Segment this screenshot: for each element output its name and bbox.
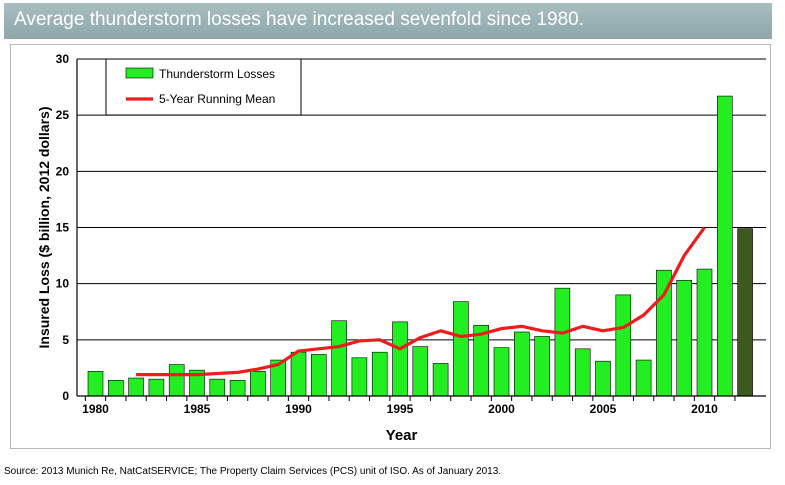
y-axis-title: Insured Loss ($ billion, 2012 dollars) bbox=[36, 107, 52, 349]
bar-1983 bbox=[148, 378, 165, 397]
bar-1991 bbox=[310, 354, 327, 397]
bar-1995 bbox=[392, 321, 408, 397]
running-mean-line bbox=[136, 226, 706, 377]
bar-2009 bbox=[676, 279, 693, 397]
bar-1988 bbox=[250, 370, 266, 397]
y-tick-label: 15 bbox=[56, 221, 70, 235]
banner-title: Average thunderstorm losses have increas… bbox=[14, 9, 584, 30]
y-tick-label: 10 bbox=[56, 277, 70, 291]
bar-2007 bbox=[635, 359, 652, 397]
legend-swatch-bars bbox=[125, 67, 154, 79]
bar-2005 bbox=[595, 360, 611, 397]
bar-2006 bbox=[615, 294, 632, 397]
x-tick-label: 1995 bbox=[387, 402, 414, 416]
bar-2011 bbox=[716, 95, 733, 397]
bar-2004 bbox=[574, 348, 591, 397]
bar-2010 bbox=[696, 268, 713, 397]
bar-1994 bbox=[371, 351, 388, 397]
title-banner: Average thunderstorm losses have increas… bbox=[4, 3, 772, 39]
bar-1984 bbox=[168, 364, 185, 397]
bar-1992 bbox=[331, 320, 347, 397]
bar-1993 bbox=[351, 357, 368, 397]
bar-1980 bbox=[87, 370, 104, 397]
y-tick-label: 25 bbox=[56, 108, 70, 122]
bar-1996 bbox=[412, 346, 429, 397]
x-tick-label: 2000 bbox=[488, 402, 515, 416]
y-tick-label: 20 bbox=[56, 164, 70, 178]
legend-label-bars: Thunderstorm Losses bbox=[159, 67, 275, 81]
source-note: Source: 2013 Munich Re, NatCatSERVICE; T… bbox=[4, 466, 502, 477]
y-tick-label: 30 bbox=[56, 52, 70, 66]
bar-1997 bbox=[432, 363, 449, 397]
bar-1982 bbox=[128, 377, 144, 397]
x-tick-label: 2005 bbox=[590, 402, 617, 416]
x-tick-label: 1990 bbox=[285, 402, 312, 416]
thunderstorm-loss-chart: 0 5 10 15 20 25 30 1980 1985 1990 1995 2000 2005 2010… bbox=[36, 52, 766, 444]
x-tick-label: 1980 bbox=[82, 402, 109, 416]
chart-frame: 0 5 10 15 20 25 30 1980 1985 1990 1995 2000 2005 2010… bbox=[10, 44, 771, 449]
bar-1998 bbox=[453, 301, 469, 397]
y-tick-label: 5 bbox=[62, 333, 69, 347]
bar-2003 bbox=[554, 287, 571, 397]
y-tick-label: 0 bbox=[62, 389, 69, 403]
bar-1987 bbox=[229, 379, 246, 397]
bar-1986 bbox=[209, 378, 226, 397]
bar-1990 bbox=[290, 351, 307, 397]
bar-2001 bbox=[513, 331, 530, 397]
legend-label-line: 5-Year Running Mean bbox=[159, 92, 275, 106]
x-axis-title: Year bbox=[386, 427, 418, 444]
bar-1981 bbox=[108, 379, 124, 397]
bar-2008 bbox=[656, 269, 672, 397]
bar-2002 bbox=[534, 336, 550, 397]
x-tick-label: 2010 bbox=[691, 402, 718, 416]
x-tick-label: 1985 bbox=[184, 402, 211, 416]
bar-2012 bbox=[737, 228, 753, 397]
bar-2000 bbox=[493, 347, 510, 397]
